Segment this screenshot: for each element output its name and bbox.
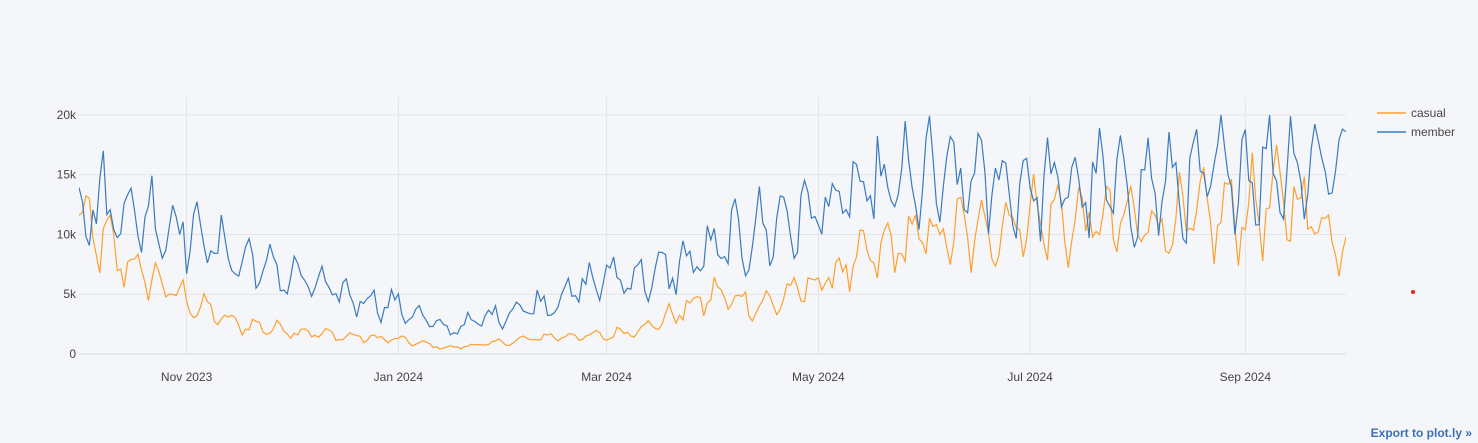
legend-label-member: member [1411,125,1455,139]
series-line-member [79,114,1346,336]
plot-lines [79,114,1346,350]
legend-label-casual: casual [1411,106,1446,120]
x-tick-label: Jan 2024 [374,370,424,384]
x-tick-label: Nov 2023 [161,370,213,384]
legend: casual member [1377,106,1455,139]
x-tick-label: Sep 2024 [1220,370,1272,384]
export-to-plotly-link[interactable]: Export to plot.ly » [1370,426,1472,440]
x-axis: Nov 2023 Jan 2024 Mar 2024 May 2024 Jul 2024… [161,370,1271,384]
x-tick-label: Jul 2024 [1007,370,1053,384]
y-tick-label: 10k [57,227,77,241]
y-axis: 0 5k 10k 15k 20k [57,108,77,361]
grid-lines [79,97,1346,355]
y-tick-label: 0 [69,347,76,361]
y-tick-label: 20k [57,108,77,122]
y-tick-label: 5k [63,287,77,301]
series-line-casual [79,144,1346,350]
x-tick-label: May 2024 [792,370,845,384]
x-tick-label: Mar 2024 [581,370,632,384]
red-marker [1411,290,1415,294]
y-tick-label: 15k [57,168,77,182]
